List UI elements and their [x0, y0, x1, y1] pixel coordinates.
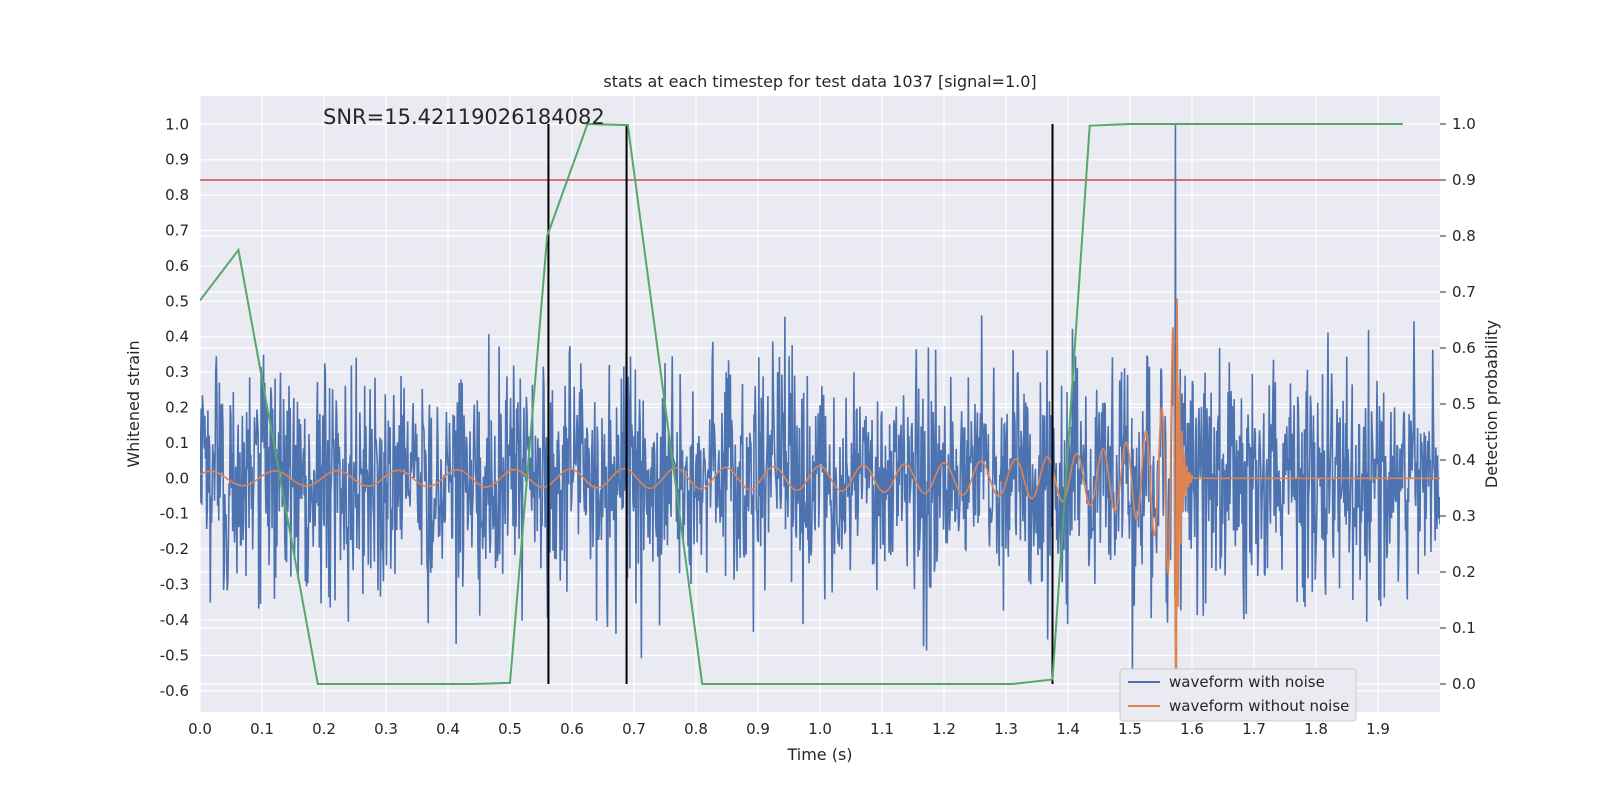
- y2-tick-label: 0.6: [1452, 339, 1476, 357]
- y2-axis-label: Detection probability: [1482, 320, 1501, 488]
- series-layer: [200, 122, 1440, 687]
- y2-tick-label: 0.8: [1452, 227, 1476, 245]
- x-tick-label: 0.1: [250, 720, 274, 738]
- y2-tick-label: 0.7: [1452, 283, 1476, 301]
- series-detection-probability: [200, 122, 1403, 685]
- x-tick-label: 0.5: [498, 720, 522, 738]
- y2-tick-label: 0.9: [1452, 171, 1476, 189]
- x-tick-label: 0.9: [746, 720, 770, 738]
- series-waveform-without-noise: [200, 298, 1440, 677]
- y-tick-label: -0.4: [160, 611, 189, 629]
- x-tick-label: 0.4: [436, 720, 460, 738]
- x-tick-label: 1.3: [994, 720, 1018, 738]
- x-tick-label: 0.3: [374, 720, 398, 738]
- series-waveform-with-noise: [200, 124, 1440, 687]
- x-tick-label: 1.7: [1242, 720, 1266, 738]
- y-tick-label: -0.5: [160, 646, 189, 664]
- y-tick-label: -0.3: [160, 576, 189, 594]
- y-tick-label: 0.9: [165, 151, 189, 169]
- y2-tick-label: 1.0: [1452, 115, 1476, 133]
- legend-label-clean: waveform without noise: [1169, 697, 1349, 715]
- x-tick-label: 0.6: [560, 720, 584, 738]
- y2-tick-label: 0.4: [1452, 451, 1476, 469]
- y-tick-label: 0.4: [165, 328, 189, 346]
- y-tick-label: 0.7: [165, 222, 189, 240]
- y2-tick-label: 0.0: [1452, 675, 1476, 693]
- chart-title: stats at each timestep for test data 103…: [603, 72, 1036, 91]
- y2-tick-label: 0.2: [1452, 563, 1476, 581]
- x-tick-label: 0.8: [684, 720, 708, 738]
- x-axis-label: Time (s): [786, 745, 852, 764]
- x-tick-label: 1.2: [932, 720, 956, 738]
- legend-box: [1119, 668, 1357, 722]
- y2-tick-label: 0.3: [1452, 507, 1476, 525]
- y-tick-label: 0.5: [165, 292, 189, 310]
- y-tick-label: 0.1: [165, 434, 189, 452]
- y-axis-right: 0.0 0.1 0.2 0.3 0.4 0.5 0.6 0.7 0.8 0.9 1.0: [1440, 115, 1476, 693]
- y-tick-label: 1.0: [165, 115, 189, 133]
- y-tick-label: -0.1: [160, 505, 189, 523]
- y-tick-label: -0.6: [160, 682, 189, 700]
- x-axis: 0.0 0.1 0.2 0.3 0.4 0.5 0.6 0.7 0.8 0.9 1.0 1.1 1.2 1…: [188, 720, 1390, 738]
- legend: waveform with noise waveform without noi…: [1119, 668, 1357, 722]
- x-tick-label: 1.0: [808, 720, 832, 738]
- y-tick-label: 0.2: [165, 399, 189, 417]
- y-axis-label: Whitened strain: [124, 340, 143, 467]
- y-tick-label: 0.0: [165, 469, 189, 487]
- x-tick-label: 1.5: [1118, 720, 1142, 738]
- x-tick-label: 0.2: [312, 720, 336, 738]
- legend-label-noisy: waveform with noise: [1169, 673, 1325, 691]
- y-axis-left: -0.6 -0.5 -0.4 -0.3 -0.2 -0.1 0.0 0.1 0.2 0.3 0.4 0…: [160, 115, 189, 699]
- y2-tick-label: 0.5: [1452, 395, 1476, 413]
- x-tick-label: 0.0: [188, 720, 212, 738]
- y-tick-label: -0.2: [160, 540, 189, 558]
- y-tick-label: 0.6: [165, 257, 189, 275]
- x-tick-label: 1.4: [1056, 720, 1080, 738]
- x-tick-label: 1.1: [870, 720, 894, 738]
- y-tick-label: 0.3: [165, 363, 189, 381]
- x-tick-label: 1.9: [1366, 720, 1390, 738]
- y2-tick-label: 0.1: [1452, 619, 1476, 637]
- x-tick-label: 1.8: [1304, 720, 1328, 738]
- x-tick-label: 0.7: [622, 720, 646, 738]
- y-tick-label: 0.8: [165, 186, 189, 204]
- x-tick-label: 1.6: [1180, 720, 1204, 738]
- snr-annotation: SNR=15.42119026184082: [323, 105, 605, 129]
